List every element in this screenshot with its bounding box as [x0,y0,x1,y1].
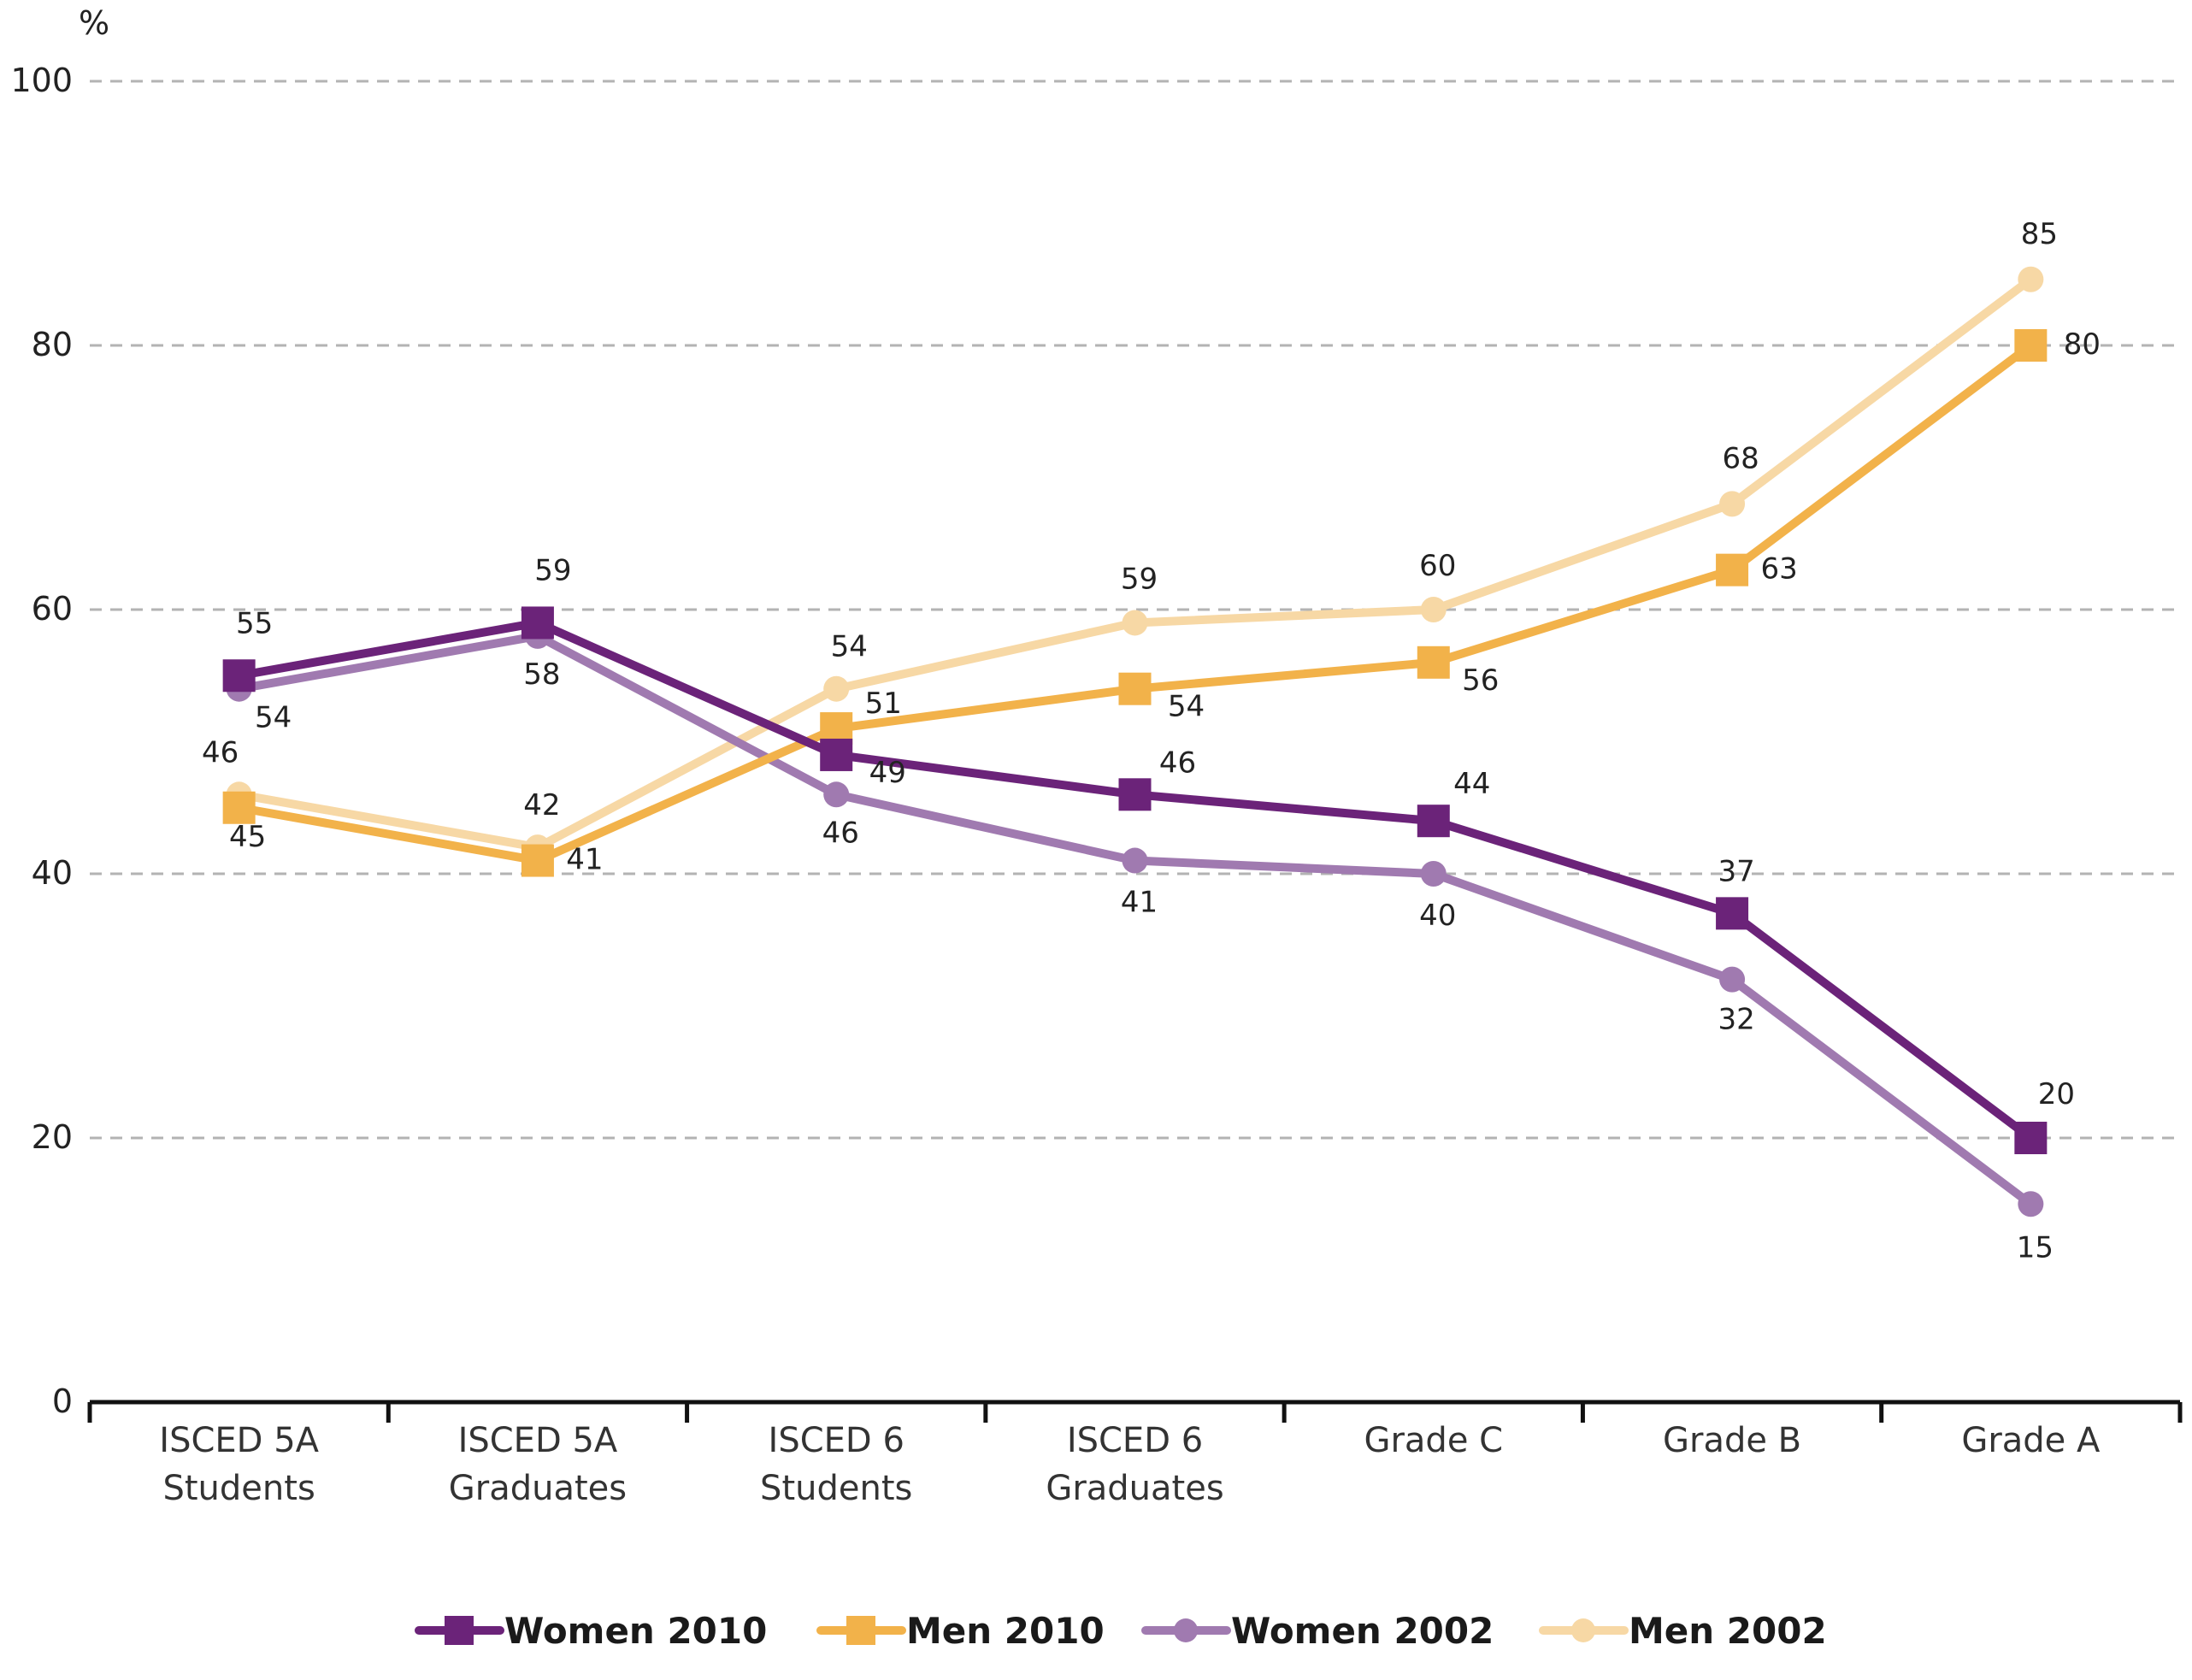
data-label: 63 [1760,552,1797,587]
data-label: 42 [523,788,560,822]
data-point [2018,266,2044,292]
legend-swatch-marker [445,1616,474,1645]
data-label: 51 [865,687,902,721]
data-label: 80 [2064,327,2101,362]
data-point [1420,861,1447,887]
legend-item: Men 2002 [1539,1610,1827,1652]
data-point [820,738,853,771]
data-label: 54 [1168,690,1205,724]
data-label: 55 [236,606,273,640]
data-label: 49 [869,756,906,790]
data-labels: 55 59 49 46 44 37 20 45 41 51 54 56 63 80 54 58 46 41 40 32… [202,217,2101,1265]
x-category-label: Grade A [1961,1421,2101,1460]
data-point [222,659,256,693]
data-label: 56 [1462,663,1499,698]
data-label: 46 [202,735,239,769]
gridlines [90,80,2180,1140]
data-label: 45 [229,820,266,854]
data-label: 32 [1718,1003,1754,1037]
series-men-2010 [222,329,2048,877]
y-tick-label: 20 [32,1118,73,1156]
data-label: 15 [2017,1230,2054,1264]
data-label: 40 [1419,899,1456,933]
data-point [222,791,256,824]
x-category-label: Grade C [1364,1421,1503,1460]
x-category-label: ISCED 6 Graduates [1046,1421,1223,1508]
data-point [823,675,850,702]
data-point [1118,672,1152,705]
data-label: 60 [1419,549,1456,583]
data-point [2018,1191,2044,1217]
series-lines [222,266,2048,1217]
legend-item: Women 2002 [1141,1610,1494,1652]
y-axis-unit: % [79,4,109,42]
series-women-2010 [222,606,2048,1154]
data-label: 20 [2038,1077,2075,1111]
data-point [1420,597,1447,622]
legend-label: Women 2010 [504,1610,767,1652]
legend-swatch-marker [846,1616,875,1645]
x-category-label: Grade B [1663,1421,1801,1460]
data-label: 41 [1121,886,1158,920]
data-point [1719,491,1746,517]
data-label: 58 [523,657,560,692]
x-category-label: ISCED 5A Graduates [449,1421,627,1508]
legend-label: Women 2002 [1231,1610,1494,1652]
data-point [1417,645,1450,679]
data-label: 59 [1121,562,1158,596]
y-tick-label: 80 [32,326,73,363]
y-tick-label: 60 [32,590,73,628]
y-tick-label: 100 [10,62,73,99]
data-point [2014,329,2048,362]
data-point [521,844,554,877]
x-category-label: ISCED 6 Students [760,1421,912,1508]
data-point [1122,847,1148,874]
data-label: 54 [255,701,292,735]
data-point [1118,778,1152,811]
data-point [1122,610,1148,636]
legend-label: Men 2010 [906,1610,1105,1652]
data-point [1716,553,1749,587]
data-label: 41 [566,843,603,877]
data-point [1716,897,1749,930]
legend-item: Men 2010 [816,1610,1105,1652]
legend: Women 2010 Men 2010 Women 2002 Men 2002 [415,1610,1827,1652]
data-point [2014,1122,2048,1154]
data-label: 59 [534,553,571,587]
data-point [1417,805,1450,838]
axes: 0 20 40 60 80 100% ISCED 5A Students ISCED 5A Gra… [10,4,2183,1508]
data-label: 54 [831,630,868,664]
legend-label: Men 2002 [1629,1610,1827,1652]
series-women-2002 [226,622,2044,1217]
series-line [238,631,2034,1208]
x-category-label: ISCED 5A Students [159,1421,319,1508]
legend-swatch-marker [1174,1618,1198,1642]
data-label: 46 [822,816,859,850]
legend-swatch-marker [1571,1618,1595,1642]
data-point [521,606,554,640]
data-label: 68 [1722,441,1759,475]
y-tick-label: 0 [52,1382,73,1420]
data-label: 85 [2021,217,2058,251]
data-point [1719,966,1746,993]
legend-item: Women 2010 [415,1610,767,1652]
data-point [823,781,850,808]
data-label: 44 [1453,767,1490,801]
data-label: 46 [1159,746,1196,780]
y-tick-label: 40 [32,854,73,892]
data-label: 37 [1718,854,1754,888]
